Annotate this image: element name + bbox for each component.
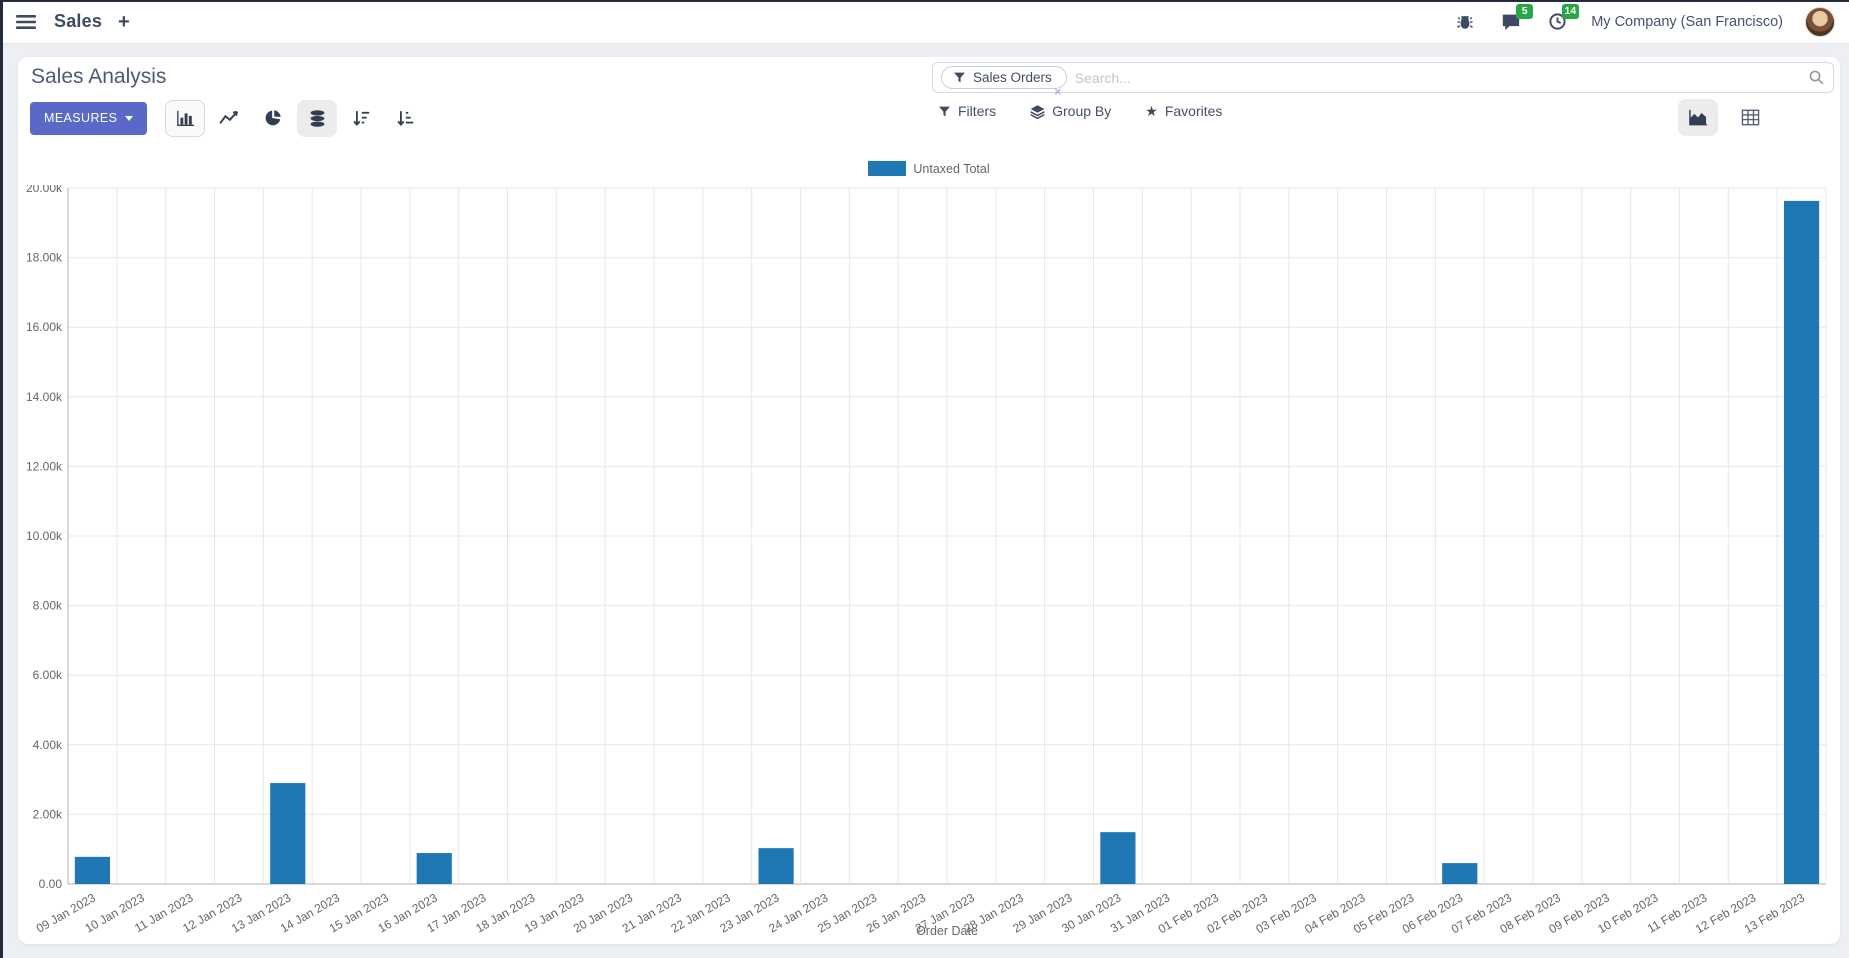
debug-bug-icon[interactable] <box>1453 10 1477 34</box>
y-tick-label: 20.00k <box>26 185 63 195</box>
bar[interactable] <box>416 853 452 884</box>
bar[interactable] <box>74 856 110 884</box>
filters-label: Filters <box>958 103 997 119</box>
sort-asc-icon <box>397 110 414 126</box>
pivot-view-switcher-button[interactable] <box>1730 99 1770 136</box>
chevron-down-icon <box>125 115 134 121</box>
bar[interactable] <box>270 783 306 884</box>
stacked-toggle-button[interactable] <box>297 99 338 137</box>
y-tick-label: 18.00k <box>26 251 63 265</box>
y-tick-label: 16.00k <box>26 320 63 334</box>
graph-view-switcher-button[interactable] <box>1678 99 1718 136</box>
line-chart-icon <box>219 110 239 124</box>
favorites-button[interactable]: ★ Favorites <box>1145 103 1222 119</box>
search-bar[interactable]: Sales Orders <box>932 62 1834 93</box>
y-tick-label: 8.00k <box>33 599 63 613</box>
y-tick-label: 6.00k <box>33 668 63 682</box>
y-tick-label: 10.00k <box>26 529 63 543</box>
measures-label: MEASURES <box>44 111 118 125</box>
pie-chart-view-button[interactable] <box>253 100 293 137</box>
y-tick-label: 4.00k <box>33 738 63 752</box>
chart-legend-item[interactable]: Untaxed Total <box>18 161 1840 176</box>
bar-chart-view-button[interactable] <box>165 99 206 137</box>
stacked-database-icon <box>310 109 325 127</box>
sort-descending-button[interactable] <box>341 100 381 137</box>
favorites-label: Favorites <box>1164 103 1223 119</box>
search-facet-label: Sales Orders <box>973 70 1052 85</box>
bar[interactable] <box>1100 832 1136 884</box>
activities-clock-icon[interactable]: 14 <box>1545 3 1580 34</box>
filter-funnel-icon <box>954 72 965 83</box>
facet-remove-icon[interactable]: × <box>1054 84 1062 99</box>
bars <box>74 200 1820 885</box>
area-chart-icon <box>1689 109 1707 126</box>
y-tick-label: 14.00k <box>26 390 63 404</box>
pivot-table-icon <box>1741 109 1759 126</box>
window-top-edge <box>0 0 1849 2</box>
messages-icon[interactable]: 5 <box>1499 3 1534 34</box>
x-axis-title: Order Date <box>916 924 978 938</box>
legend-swatch <box>868 161 907 176</box>
line-chart-view-button[interactable] <box>209 100 249 137</box>
app-name[interactable]: Sales <box>54 11 103 31</box>
bar-chart-icon <box>177 110 194 126</box>
sort-desc-icon <box>353 110 370 126</box>
main-content-card: Sales Analysis Sales Orders × MEASURES <box>18 57 1840 944</box>
new-tab-plus-icon[interactable]: + <box>118 10 130 33</box>
pie-chart-icon <box>265 110 281 126</box>
bar[interactable] <box>1442 863 1478 884</box>
search-facet-sales-orders[interactable]: Sales Orders <box>941 66 1067 89</box>
sort-ascending-button[interactable] <box>385 100 425 137</box>
bar[interactable] <box>1784 200 1820 885</box>
filters-button[interactable]: Filters <box>938 103 996 119</box>
page-title: Sales Analysis <box>31 65 167 88</box>
legend-label: Untaxed Total <box>913 161 990 176</box>
search-input[interactable] <box>1074 69 1808 86</box>
search-magnifier-icon[interactable] <box>1808 69 1825 86</box>
messages-count-badge: 5 <box>1516 3 1534 19</box>
activities-count-badge: 14 <box>1561 3 1580 19</box>
group-by-label: Group By <box>1052 103 1112 119</box>
bar[interactable] <box>758 848 794 884</box>
hamburger-menu-icon[interactable] <box>14 10 38 34</box>
measures-button[interactable]: MEASURES <box>30 101 148 135</box>
group-by-button[interactable]: Group By <box>1030 103 1111 119</box>
y-tick-label: 0.00 <box>39 877 63 891</box>
company-switcher[interactable]: My Company (San Francisco) <box>1591 13 1783 30</box>
y-tick-label: 2.00k <box>33 807 63 821</box>
x-gridlines <box>67 188 1827 884</box>
star-icon: ★ <box>1145 103 1158 119</box>
sales-analysis-bar-chart[interactable]: 0.00 2.00k 4.00k 6.00k 8.00k 10.00k 12.00k 14.0… <box>26 181 1832 942</box>
layers-icon <box>1030 104 1045 119</box>
y-tick-label: 12.00k <box>26 459 63 473</box>
window-left-edge <box>0 0 3 958</box>
filter-funnel-icon <box>939 106 950 116</box>
top-navbar: Sales + 5 14 My Company (San Francisco) <box>0 0 1849 44</box>
user-avatar[interactable] <box>1805 6 1835 37</box>
